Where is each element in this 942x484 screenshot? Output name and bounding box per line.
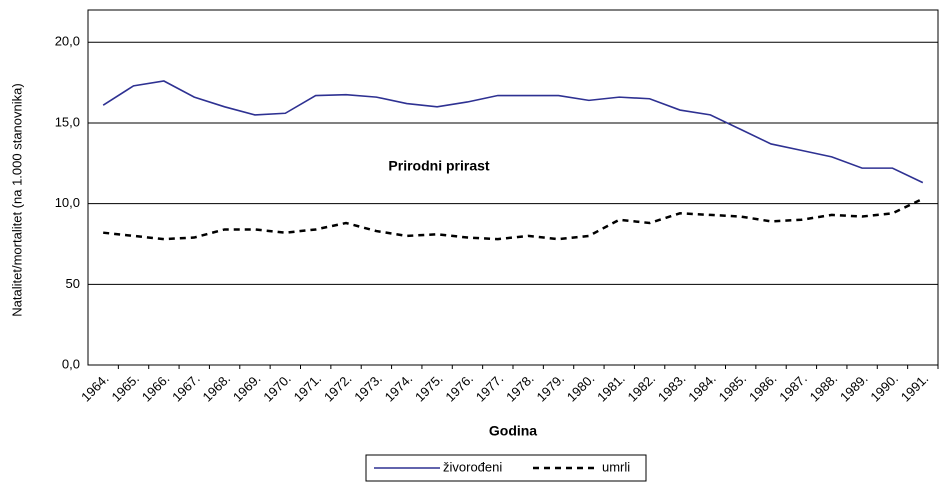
x-tick-label: 1968. xyxy=(200,371,234,405)
series-line xyxy=(103,197,924,241)
x-tick-label: 1984. xyxy=(685,371,719,405)
x-tick-label: 1967. xyxy=(169,371,203,405)
plot-frame xyxy=(87,9,939,366)
x-tick-label: 1973. xyxy=(351,371,385,405)
x-tick-label: 1985. xyxy=(716,371,750,405)
x-tick-label: 1980. xyxy=(564,371,598,405)
x-tick-label: 1982. xyxy=(625,371,659,405)
x-tick-label: 1988. xyxy=(807,371,841,405)
series-line xyxy=(102,80,924,184)
y-tick-label: 15,0 xyxy=(55,114,80,129)
x-tick-label: 1977. xyxy=(473,371,507,405)
x-tick-label: 1966. xyxy=(139,371,173,405)
x-tick-label: 1975. xyxy=(412,371,446,405)
x-tick-label: 1986. xyxy=(746,371,780,405)
x-tick-label: 1972. xyxy=(321,371,355,405)
x-tick-label: 1989. xyxy=(837,371,871,405)
y-axis-label: Natalitet/mortalitet (na 1.000 stanovnik… xyxy=(9,83,24,316)
x-tick-label: 1983. xyxy=(655,371,689,405)
y-tick-label: 0,0 xyxy=(62,356,80,371)
legend-box xyxy=(365,454,647,482)
annotation: Prirodni prirast xyxy=(388,158,489,174)
y-tick-label: 10,0 xyxy=(55,195,80,210)
x-tick-label: 1990. xyxy=(867,371,901,405)
x-tick-label: 1969. xyxy=(230,371,264,405)
y-tick-label: 50 xyxy=(66,276,80,291)
y-tick-label: 20,0 xyxy=(55,34,80,49)
legend-label: živorođeni xyxy=(443,459,502,474)
x-tick-label: 1970. xyxy=(260,371,294,405)
x-tick-label: 1974. xyxy=(382,371,416,405)
x-tick-label: 1965. xyxy=(108,371,142,405)
x-tick-label: 1987. xyxy=(776,371,810,405)
x-tick-label: 1971. xyxy=(291,371,325,405)
x-tick-label: 1979. xyxy=(533,371,567,405)
x-tick-label: 1981. xyxy=(594,371,628,405)
x-tick-label: 1978. xyxy=(503,371,537,405)
x-axis-label: Godina xyxy=(489,423,537,439)
x-tick-label: 1964. xyxy=(78,371,112,405)
legend-label: umrli xyxy=(602,459,630,474)
x-tick-label: 1976. xyxy=(442,371,476,405)
x-tick-label: 1991. xyxy=(898,371,932,405)
